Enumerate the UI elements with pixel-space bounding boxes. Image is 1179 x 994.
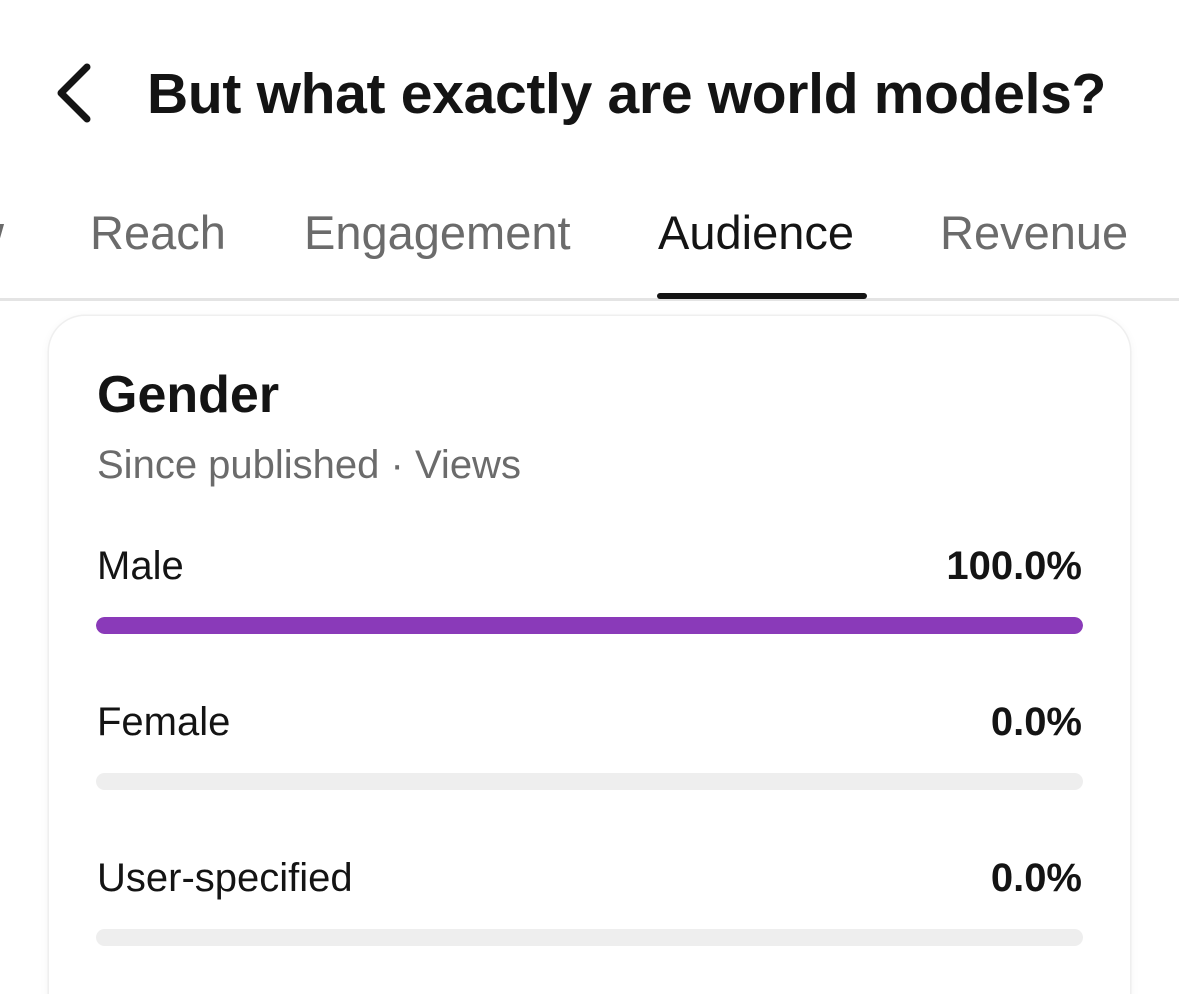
card-subtitle: Since published · Views bbox=[97, 443, 521, 487]
tab-overview[interactable]: w bbox=[0, 205, 4, 301]
header: But what exactly are world models? bbox=[0, 0, 1179, 185]
chevron-left-icon bbox=[53, 61, 93, 125]
row-value-female: 0.0% bbox=[990, 700, 1082, 744]
progress-bar-male bbox=[96, 617, 1083, 634]
row-label-male: Male bbox=[97, 544, 184, 588]
page-title: But what exactly are world models? bbox=[147, 62, 1107, 126]
active-tab-indicator bbox=[657, 293, 867, 299]
row-label-user-specified: User-specified bbox=[97, 856, 353, 900]
tab-audience[interactable]: Audience bbox=[658, 206, 854, 259]
tab-revenue[interactable]: Revenue bbox=[940, 206, 1129, 259]
row-label-female: Female bbox=[97, 700, 231, 744]
gender-card: Gender Since published · Views Male 100.… bbox=[49, 316, 1130, 994]
row-value-user-specified: 0.0% bbox=[990, 856, 1082, 900]
back-button[interactable] bbox=[38, 55, 108, 131]
progress-fill-male bbox=[96, 617, 1083, 634]
progress-bar-female bbox=[96, 773, 1083, 790]
tab-bar: w Reach Engagement Audience Revenue bbox=[0, 185, 1179, 301]
tab-reach[interactable]: Reach bbox=[90, 206, 226, 259]
card-title: Gender bbox=[97, 366, 280, 424]
row-value-male: 100.0% bbox=[946, 544, 1082, 588]
tab-engagement[interactable]: Engagement bbox=[304, 206, 571, 259]
progress-bar-user-specified bbox=[96, 929, 1083, 946]
